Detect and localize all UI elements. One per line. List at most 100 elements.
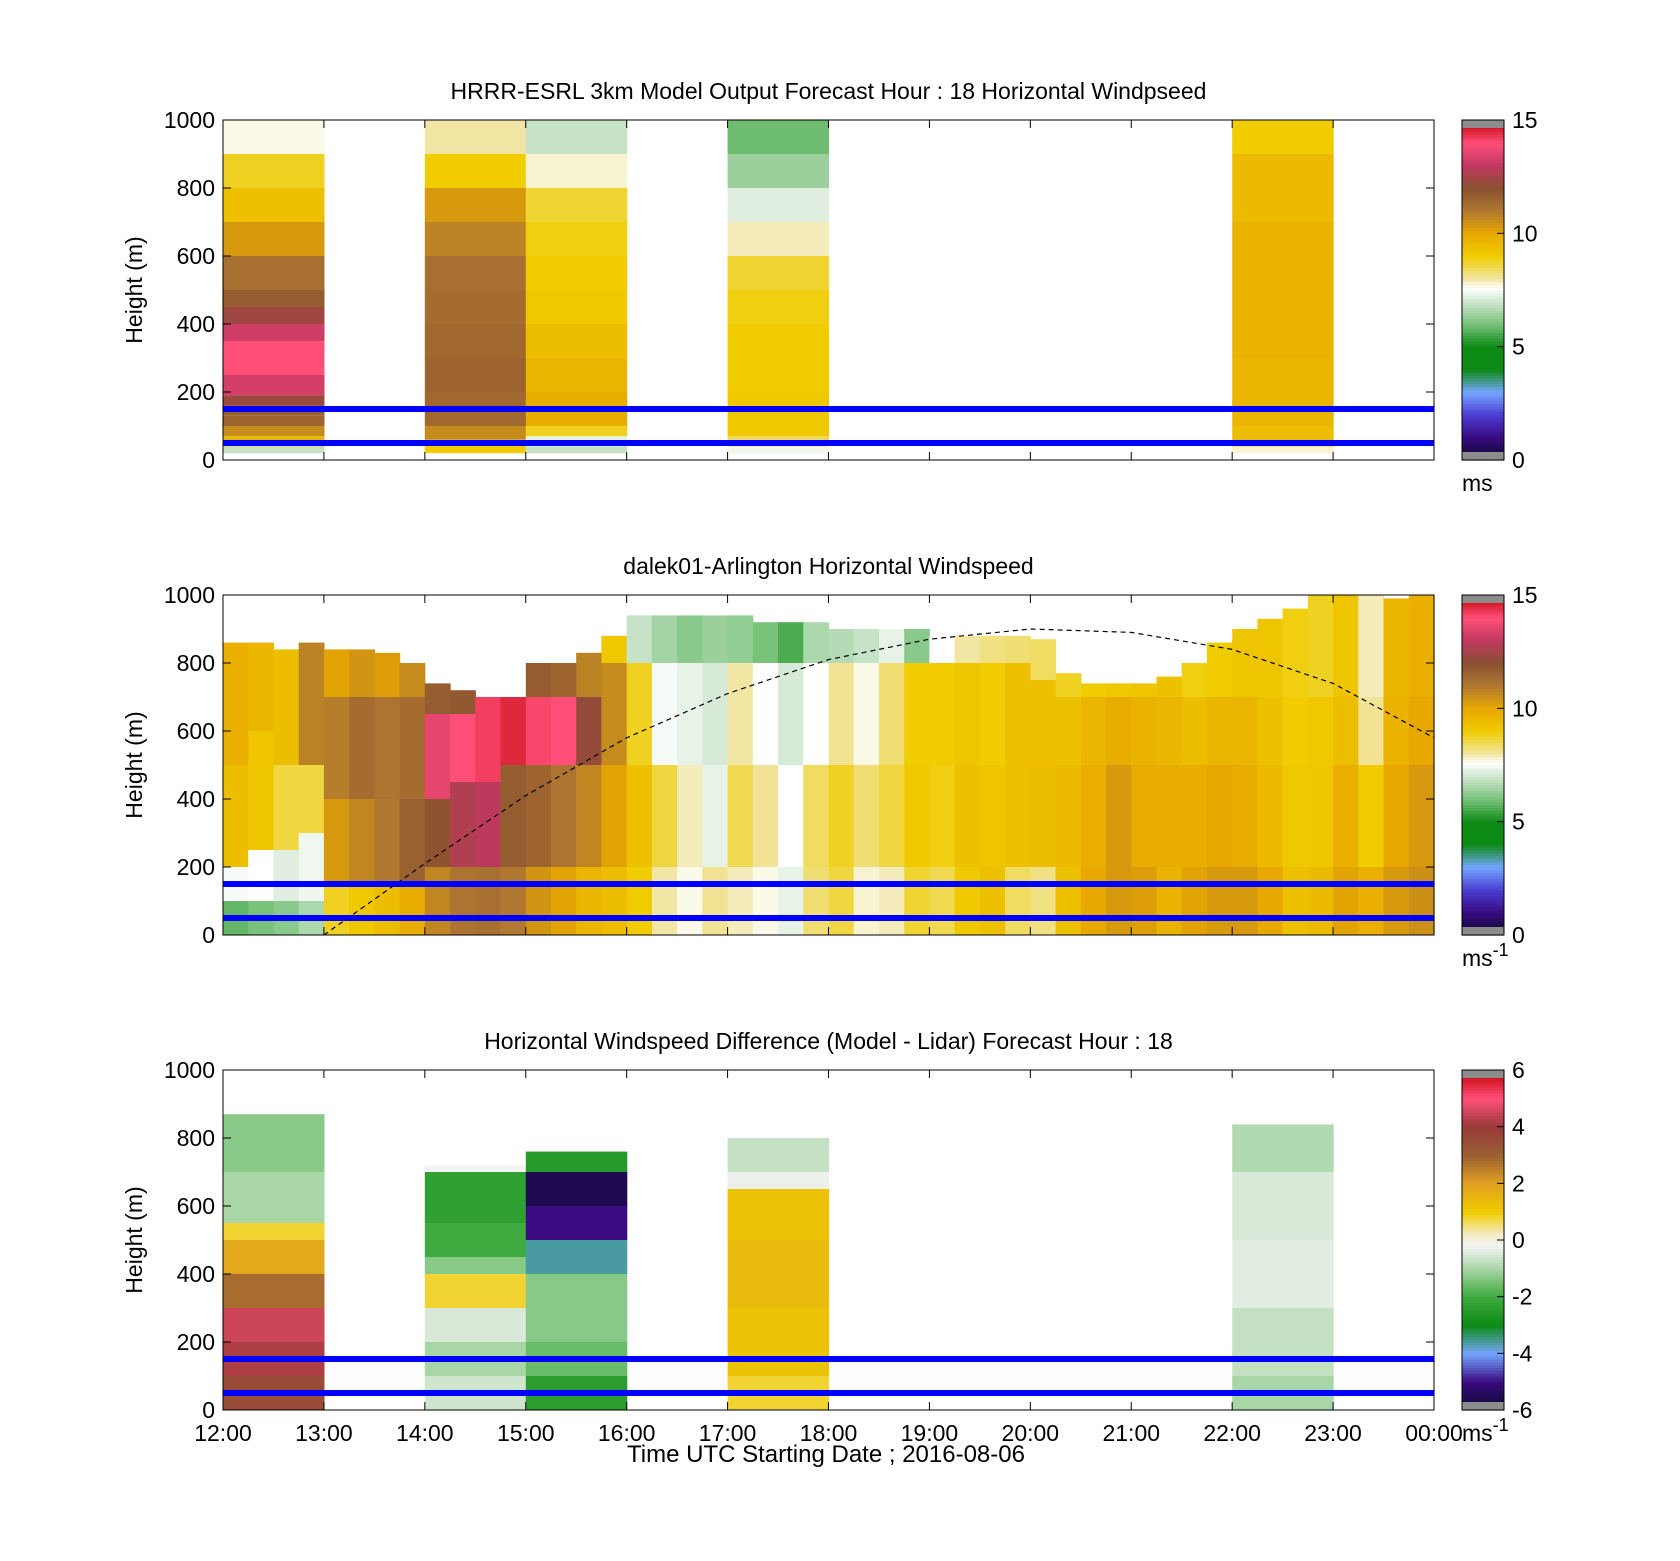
colorbar-swatch — [1462, 1087, 1504, 1091]
colorbar-tick-label: 6 — [1512, 1057, 1525, 1083]
colorbar-swatch — [1462, 612, 1504, 616]
heatmap-cell — [551, 663, 577, 697]
colorbar-swatch — [1462, 1078, 1504, 1082]
heatmap-cell — [1005, 867, 1031, 935]
heatmap-cell — [702, 765, 729, 867]
colorbar-swatch — [1462, 1126, 1504, 1131]
heatmap-cell — [778, 765, 804, 867]
heatmap-cell — [1307, 595, 1334, 697]
colorbar-frame — [1461, 594, 1505, 936]
heatmap-cell — [1383, 765, 1410, 867]
heatmap-cell — [475, 867, 502, 935]
heatmap-cell — [954, 765, 981, 867]
colorbar-swatch — [1462, 142, 1504, 147]
heatmap-cell — [727, 1240, 830, 1308]
heatmap-cell — [1030, 680, 1057, 765]
y-tick-label: 200 — [177, 1329, 215, 1355]
heatmap-cell — [1408, 765, 1435, 867]
colorbar-swatch — [1462, 179, 1504, 183]
y-tick-label: 1000 — [164, 582, 215, 608]
heatmap-cell — [1181, 867, 1208, 935]
heatmap-cell — [1080, 765, 1107, 867]
colorbar-swatch — [1462, 236, 1504, 240]
colorbar-swatch — [1462, 784, 1504, 789]
colorbar-swatch — [1462, 762, 1504, 766]
colorbar-swatch — [1462, 321, 1504, 325]
colorbar-swatch — [1462, 326, 1504, 331]
colorbar-swatch — [1462, 918, 1504, 922]
y-tick-label: 0 — [202, 922, 215, 948]
colorbar-swatch — [1462, 312, 1504, 317]
colorbar-swatch — [1462, 343, 1504, 348]
colorbar-swatch — [1462, 620, 1504, 624]
colorbar-swatch — [1462, 1288, 1504, 1292]
colorbar-swatch — [1462, 409, 1504, 413]
colorbar-swatch — [1462, 270, 1504, 274]
heatmap-cell — [1106, 867, 1132, 935]
heatmap-cell — [601, 867, 628, 935]
colorbar-swatch — [1462, 389, 1504, 393]
heatmap-cell — [879, 663, 905, 765]
heatmap-cell — [500, 765, 527, 867]
heatmap-cell — [424, 1308, 527, 1342]
colorbar-swatch — [1462, 1271, 1504, 1275]
colorbar-swatch — [1462, 355, 1504, 359]
colorbar-swatch — [1462, 349, 1504, 353]
colorbar-swatch — [1462, 1242, 1504, 1247]
heatmap-cell — [727, 1189, 830, 1240]
heatmap-cell — [727, 324, 830, 392]
heatmap-cell — [1055, 867, 1082, 935]
colorbar-swatch — [1462, 290, 1504, 294]
x-tick-label: 22:00 — [1203, 1420, 1261, 1446]
heatmap-cell — [1358, 595, 1385, 697]
heatmap-cell — [1232, 629, 1258, 697]
heatmap-cell — [803, 663, 830, 765]
heatmap-cell — [525, 256, 628, 290]
colorbar-swatch — [1462, 767, 1504, 772]
heatmap-cell — [752, 765, 779, 867]
colorbar-swatch — [1462, 623, 1504, 627]
colorbar-swatch — [1462, 1322, 1504, 1326]
colorbar-swatch — [1462, 1092, 1504, 1097]
heatmap-cell — [1232, 1308, 1334, 1376]
heatmap-cell — [1055, 673, 1082, 697]
heatmap-cells — [223, 120, 1334, 454]
colorbar-swatch — [1462, 1106, 1504, 1111]
colorbar-swatch — [1462, 358, 1504, 362]
colorbar-swatch — [1462, 1279, 1504, 1284]
heatmap-cell — [1232, 697, 1258, 765]
colorbar-tick-label: 15 — [1512, 107, 1538, 133]
heatmap-cell — [424, 290, 527, 324]
heatmap-cell — [273, 649, 300, 765]
colorbar-swatch — [1462, 366, 1504, 370]
heatmap-cell — [525, 697, 552, 765]
heatmap-cell — [979, 867, 1006, 935]
heatmap-cell — [778, 867, 804, 935]
heatmap-cell — [1307, 765, 1334, 867]
colorbar-swatch — [1462, 1373, 1504, 1377]
heatmap-cell — [1206, 765, 1233, 867]
colorbar-swatch — [1462, 884, 1504, 888]
heatmap-cell — [1131, 765, 1158, 867]
colorbar-swatch — [1462, 287, 1504, 291]
colorbar-swatch — [1462, 719, 1504, 724]
colorbar-swatch — [1462, 1390, 1504, 1394]
colorbar-over-swatch — [1462, 120, 1504, 128]
heatmap-cell — [1333, 765, 1359, 867]
heatmap-cell — [1358, 697, 1385, 765]
colorbar-under-swatch — [1462, 452, 1504, 460]
colorbar-swatch — [1462, 903, 1504, 908]
colorbar-swatch — [1462, 1245, 1504, 1250]
colorbar-swatch — [1462, 267, 1504, 271]
heatmap-cell — [677, 663, 703, 765]
colorbar-swatch — [1462, 165, 1504, 169]
heatmap-cell — [1383, 867, 1410, 935]
colorbar-swatch — [1462, 844, 1504, 848]
colorbar-swatch — [1462, 606, 1504, 610]
colorbar-swatch — [1462, 858, 1504, 862]
colorbar-frame — [1461, 119, 1505, 461]
colorbar-tick-label: -2 — [1512, 1284, 1532, 1310]
colorbar-swatch — [1462, 787, 1504, 792]
colorbar-swatch — [1462, 1132, 1504, 1136]
colorbar-swatch — [1462, 702, 1504, 707]
